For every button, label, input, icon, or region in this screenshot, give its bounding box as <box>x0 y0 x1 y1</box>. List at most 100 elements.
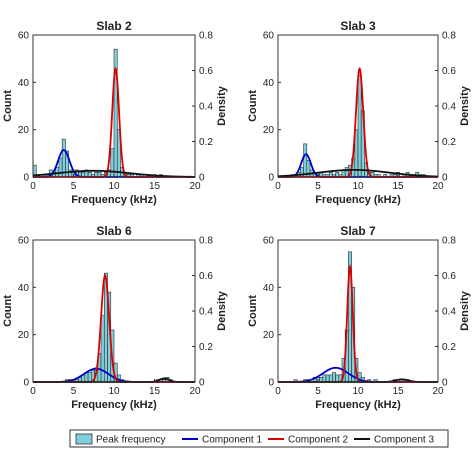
histogram-bar <box>87 372 92 383</box>
legend-box <box>69 429 449 448</box>
y2-tick-label: 0 <box>442 378 448 389</box>
x-tick-label: 20 <box>432 181 444 192</box>
x-axis-label: Frequency (kHz) <box>315 399 401 411</box>
x-tick-label: 0 <box>30 181 36 192</box>
x-tick-label: 15 <box>392 386 404 397</box>
y2-tick-label: 0.8 <box>199 236 213 247</box>
x-tick-label: 0 <box>275 386 281 397</box>
histogram-bar <box>325 374 330 383</box>
y2-tick-label: 0 <box>199 378 205 389</box>
x-axis-label: Frequency (kHz) <box>71 399 157 411</box>
histogram-bar <box>300 167 304 178</box>
y2-tick-label: 0.2 <box>442 342 456 353</box>
legend-label-peak-frequency: Peak frequency <box>96 435 166 446</box>
x-tick-label: 0 <box>275 181 281 192</box>
y-tick-label: 0 <box>268 378 274 389</box>
x-tick-label: 15 <box>392 181 404 192</box>
histogram-bar <box>61 138 66 178</box>
y-tick-label: 20 <box>18 125 30 136</box>
y2-tick-label: 0.4 <box>442 102 456 113</box>
y2-tick-label: 0.6 <box>199 66 213 77</box>
chart-title: Slab 6 <box>96 224 132 238</box>
y-tick-label: 20 <box>18 330 30 341</box>
x-tick-label: 20 <box>432 386 444 397</box>
y-tick-label: 40 <box>263 283 275 294</box>
chart-title: Slab 7 <box>340 224 376 238</box>
y2-tick-label: 0.6 <box>442 66 456 77</box>
y-axis-label: Count <box>2 90 14 122</box>
chart-title: Slab 2 <box>96 19 132 33</box>
y2-tick-label: 0.2 <box>199 342 213 353</box>
x-axis-label: Frequency (kHz) <box>71 194 157 206</box>
x-tick-label: 10 <box>352 181 364 192</box>
x-tick-label: 5 <box>71 181 77 192</box>
y2-tick-label: 0 <box>199 173 205 184</box>
x-tick-label: 10 <box>352 386 364 397</box>
y-tick-label: 20 <box>263 125 275 136</box>
histogram-bar <box>58 157 63 178</box>
x-tick-label: 20 <box>189 386 201 397</box>
y2-axis-label: Density <box>459 85 471 126</box>
x-tick-label: 10 <box>108 181 120 192</box>
y-tick-label: 20 <box>263 330 275 341</box>
histogram-bars <box>65 272 173 383</box>
legend-label-component-2: Component 2 <box>288 435 348 446</box>
x-tick-label: 5 <box>315 386 321 397</box>
histogram-bar <box>322 374 327 383</box>
y-axis-label: Count <box>2 295 14 327</box>
y-tick-label: 0 <box>23 378 29 389</box>
histogram-bars <box>32 48 163 178</box>
y2-tick-label: 0.6 <box>442 271 456 282</box>
y-tick-label: 0 <box>268 173 274 184</box>
histogram-bar <box>332 372 336 383</box>
histogram-bar <box>303 143 308 178</box>
y2-tick-label: 0.2 <box>199 137 213 148</box>
y2-tick-label: 0.4 <box>199 102 213 113</box>
y-axis-label: Count <box>247 295 259 327</box>
y2-axis-label: Density <box>216 85 228 126</box>
legend-label-component-1: Component 1 <box>202 435 262 446</box>
histogram-bar <box>357 74 362 178</box>
y2-axis-label: Density <box>459 290 471 331</box>
y-tick-label: 40 <box>18 78 30 89</box>
x-tick-label: 20 <box>189 181 201 192</box>
histogram-bar <box>110 148 115 178</box>
x-tick-label: 5 <box>315 181 321 192</box>
curve-component-3 <box>277 169 439 178</box>
y-tick-label: 40 <box>18 283 30 294</box>
x-tick-label: 10 <box>108 386 120 397</box>
y-tick-label: 0 <box>23 173 29 184</box>
x-tick-label: 15 <box>149 181 161 192</box>
histogram-bar <box>335 374 340 383</box>
legend-label-component-3: Component 3 <box>374 435 434 446</box>
y-axis-label: Count <box>247 90 259 122</box>
y2-tick-label: 0.4 <box>199 307 213 318</box>
chart-title: Slab 3 <box>340 19 376 33</box>
x-axis-label: Frequency (kHz) <box>315 194 401 206</box>
y-tick-label: 60 <box>18 236 30 247</box>
curve-component-3 <box>32 169 196 178</box>
y2-axis-label: Density <box>216 290 228 331</box>
y2-tick-label: 0 <box>442 173 448 184</box>
y2-tick-label: 0.2 <box>442 137 456 148</box>
x-tick-label: 5 <box>71 386 77 397</box>
y2-tick-label: 0.8 <box>442 236 456 247</box>
histogram-bar <box>328 374 333 383</box>
y-tick-label: 60 <box>18 31 30 42</box>
legend: Peak frequency Component 1 Component 2 C… <box>69 429 449 448</box>
legend-swatch-peak-frequency <box>75 433 93 445</box>
x-tick-label: 15 <box>149 386 161 397</box>
y2-tick-label: 0.8 <box>442 31 456 42</box>
x-tick-label: 0 <box>30 386 36 397</box>
y-tick-label: 60 <box>263 236 275 247</box>
y2-tick-label: 0.8 <box>199 31 213 42</box>
y2-tick-label: 0.6 <box>199 271 213 282</box>
y-tick-label: 40 <box>263 78 275 89</box>
y2-tick-label: 0.4 <box>442 307 456 318</box>
y-tick-label: 60 <box>263 31 275 42</box>
